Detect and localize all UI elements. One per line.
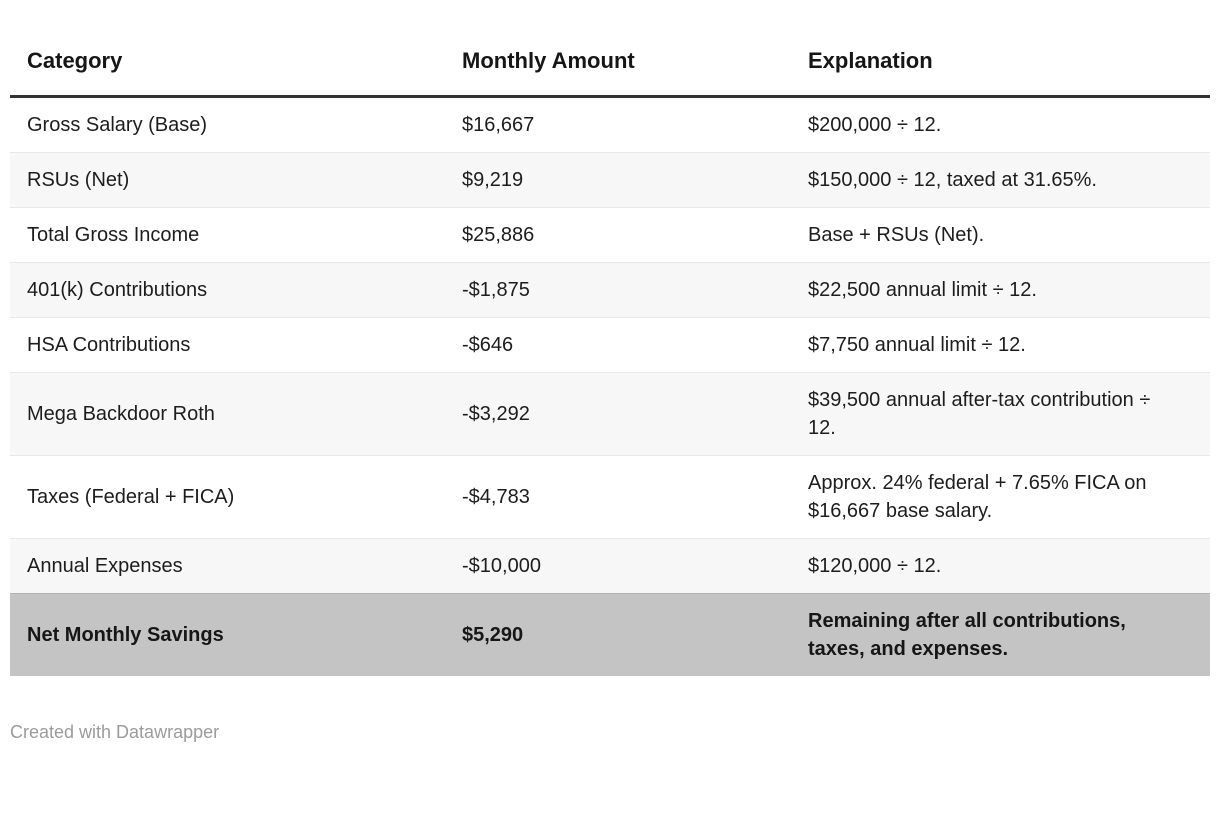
amount-cell: $9,219 <box>445 152 791 208</box>
table-row: Total Gross Income $25,886 Base + RSUs (… <box>10 207 1210 263</box>
explanation-cell: $200,000 ÷ 12. <box>808 114 942 136</box>
datawrapper-attribution-link[interactable]: Created with Datawrapper <box>10 722 220 742</box>
table-body: Gross Salary (Base) $16,667 $200,000 ÷ 1… <box>10 97 1210 676</box>
explanation-cell: $39,500 annual after-tax contribution ÷ … <box>791 372 1210 456</box>
attribution-footer: Created with Datawrapper <box>10 722 1210 743</box>
explanation-cell: $120,000 ÷ 12. <box>791 538 1210 594</box>
category-cell: 401(k) Contributions <box>10 262 445 318</box>
category-cell: Mega Backdoor Roth <box>10 372 445 456</box>
monthly-budget-table: Category Monthly Amount Explanation Gros… <box>10 40 1210 676</box>
column-header-category: Category <box>10 40 445 98</box>
explanation-cell: $7,750 annual limit ÷ 12. <box>791 317 1210 373</box>
column-header-explanation: Explanation <box>791 40 1210 98</box>
amount-cell: $25,886 <box>445 207 791 263</box>
financial-table-chart: Category Monthly Amount Explanation Gros… <box>10 40 1210 676</box>
explanation-cell: $22,500 annual limit ÷ 12. <box>791 262 1210 318</box>
table-row: Gross Salary (Base) $16,667 $200,000 ÷ 1… <box>10 97 1210 153</box>
explanation-cell: Approx. 24% federal + 7.65% FICA on $16,… <box>791 455 1210 539</box>
category-cell: Annual Expenses <box>10 538 445 594</box>
table-row: Taxes (Federal + FICA) -$4,783 Approx. 2… <box>10 455 1210 539</box>
table-row-total: Net Monthly Savings $5,290 Remaining aft… <box>10 593 1210 676</box>
category-cell: Gross Salary (Base) <box>27 114 208 136</box>
amount-cell: $16,667 <box>462 114 535 136</box>
table-row: Annual Expenses -$10,000 $120,000 ÷ 12. <box>10 538 1210 594</box>
amount-cell: -$3,292 <box>445 372 791 456</box>
column-header-amount: Monthly Amount <box>445 40 791 98</box>
table-row: Mega Backdoor Roth -$3,292 $39,500 annua… <box>10 372 1210 456</box>
category-cell: Taxes (Federal + FICA) <box>10 455 445 539</box>
amount-cell: -$1,875 <box>445 262 791 318</box>
table-row: 401(k) Contributions -$1,875 $22,500 ann… <box>10 262 1210 318</box>
explanation-cell: Remaining after all contributions, taxes… <box>791 593 1210 676</box>
table-row: HSA Contributions -$646 $7,750 annual li… <box>10 317 1210 373</box>
category-cell: Total Gross Income <box>10 207 445 263</box>
table-row: RSUs (Net) $9,219 $150,000 ÷ 12, taxed a… <box>10 152 1210 208</box>
explanation-cell: $150,000 ÷ 12, taxed at 31.65%. <box>791 152 1210 208</box>
table-header: Category Monthly Amount Explanation <box>10 40 1210 98</box>
amount-cell: $5,290 <box>445 593 791 676</box>
amount-cell: -$10,000 <box>445 538 791 594</box>
category-cell: Net Monthly Savings <box>10 593 445 676</box>
header-row: Category Monthly Amount Explanation <box>10 40 1210 98</box>
category-cell: RSUs (Net) <box>10 152 445 208</box>
category-cell: HSA Contributions <box>10 317 445 373</box>
amount-cell: -$4,783 <box>445 455 791 539</box>
explanation-cell: Base + RSUs (Net). <box>791 207 1210 263</box>
amount-cell: -$646 <box>445 317 791 373</box>
